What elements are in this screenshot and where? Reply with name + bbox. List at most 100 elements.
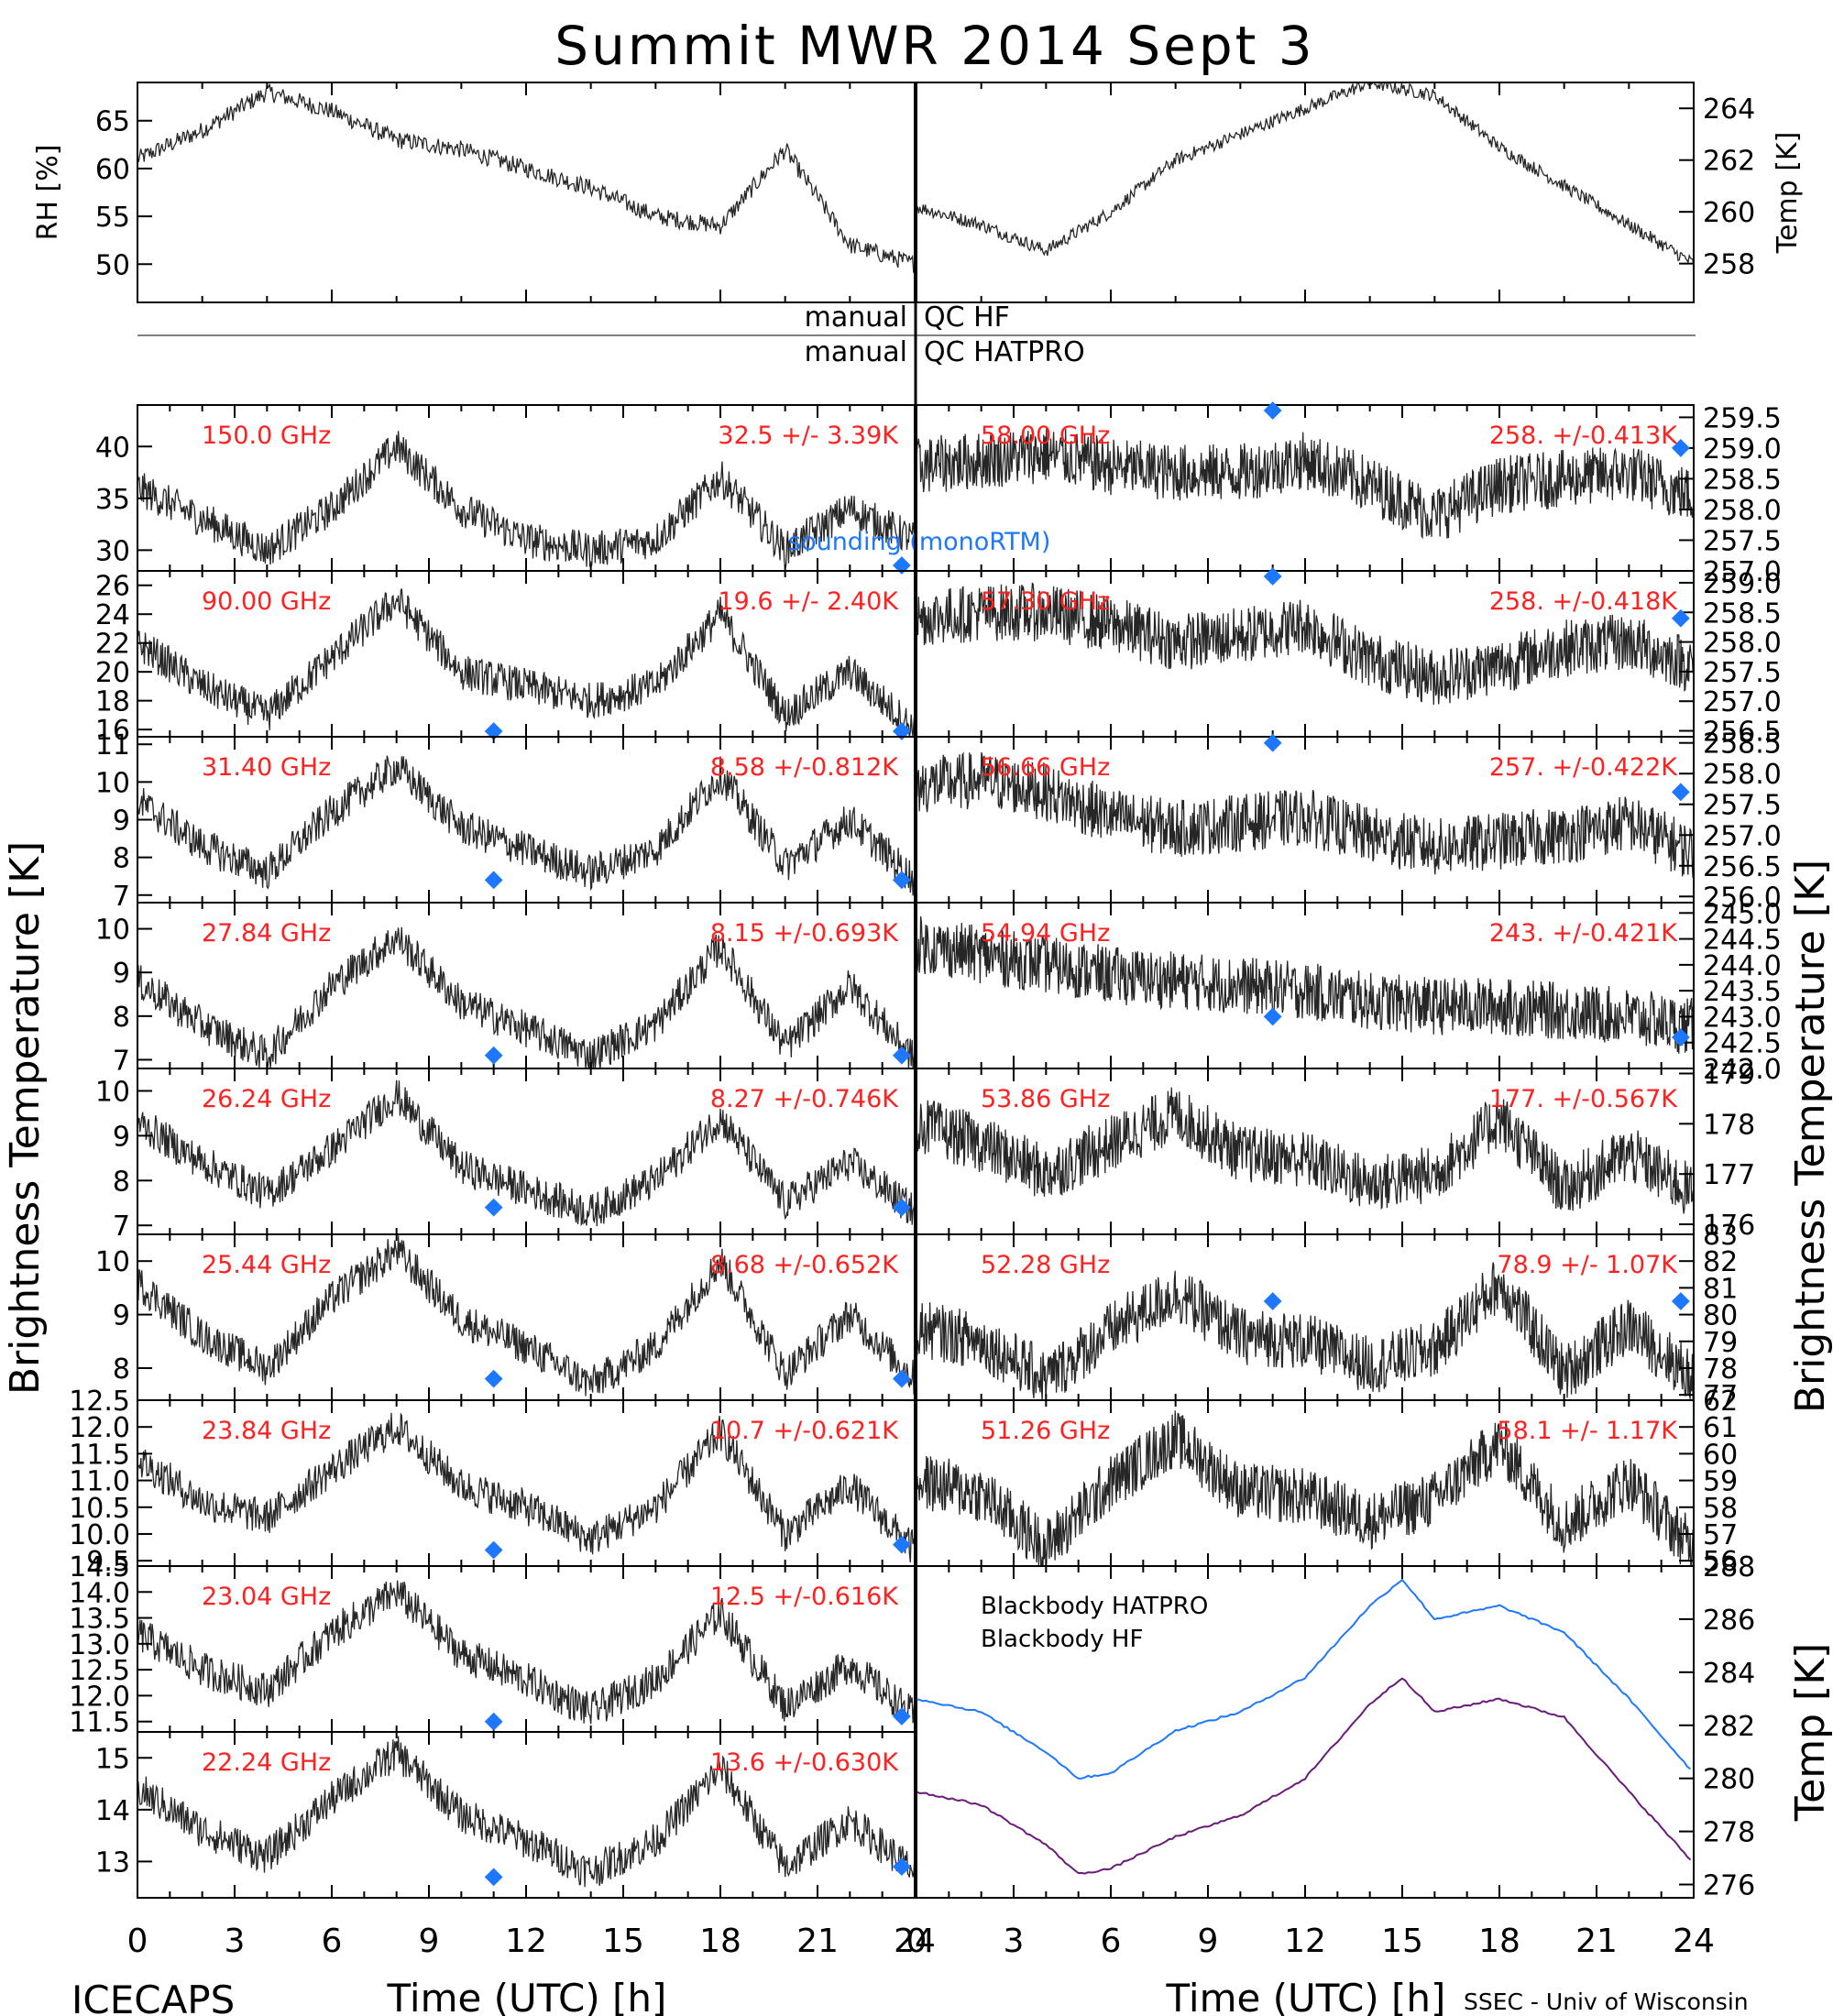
rh-ylabel: RH [%]	[32, 145, 64, 241]
trace-ch90	[137, 588, 916, 738]
y-tick-label: 18	[95, 686, 130, 718]
x-tick-label: 0	[906, 1923, 927, 1960]
panel-ch2304: 11.512.012.513.013.514.014.5 23.04 GHz 12.…	[69, 1551, 916, 1739]
sounding-marker	[1263, 1292, 1282, 1310]
y-tick-label: 8	[113, 1353, 130, 1386]
y-tick-label: 14.5	[69, 1551, 130, 1583]
channel-label: 150.0 GHz	[202, 422, 331, 450]
trace-ch5228	[916, 1262, 1695, 1401]
y-tick-label: 256.5	[1703, 851, 1782, 883]
legend-entry: Blackbody HATPRO	[981, 1593, 1208, 1620]
y-tick-label: 259.0	[1703, 433, 1782, 466]
sounding-marker	[484, 1046, 503, 1065]
sounding-marker	[892, 871, 911, 890]
x-tick-label: 0	[127, 1923, 148, 1960]
x-tick-label: 9	[419, 1923, 440, 1960]
x-tick-label: 9	[1198, 1923, 1219, 1960]
channel-stat: 8.15 +/-0.693K	[710, 919, 899, 948]
legend-entry: Blackbody HF	[981, 1626, 1143, 1653]
y-tick-label: 257.0	[1703, 556, 1782, 588]
y-tick-label: 179	[1703, 1058, 1755, 1090]
left-ylabel: Brightness Temperature [K]	[2, 841, 49, 1395]
x-tick-label: 18	[699, 1923, 741, 1960]
y-tick-label: 10	[95, 915, 130, 947]
channel-label: 52.28 GHz	[981, 1251, 1110, 1279]
y-tick-label: 288	[1703, 1551, 1755, 1583]
sounding-marker	[484, 1540, 503, 1560]
sounding-marker	[892, 556, 911, 575]
panel-ch5386: 176 177 178 179 53.86 GHz 177. +/-0.567K	[916, 1058, 1755, 1242]
series-line-blackbody-hatpro	[916, 1578, 1692, 1780]
x-tick-label: 3	[225, 1923, 246, 1960]
y-tick-label: 257.5	[1703, 657, 1782, 689]
channel-label: 56.66 GHz	[981, 753, 1110, 782]
y-tick-label: 20	[95, 657, 130, 689]
y-tick-label: 24	[95, 599, 130, 631]
y-tick-label: 9	[113, 805, 130, 838]
y-tick-label: 30	[95, 535, 130, 567]
y-tick-label: 22	[95, 629, 130, 661]
y-tick-label: 82	[1703, 1246, 1738, 1278]
y-tick-label: 244.0	[1703, 950, 1782, 982]
y-tick-label: 177	[1703, 1159, 1755, 1191]
sounding-marker	[1263, 567, 1282, 586]
y-tick-label: 259.0	[1703, 568, 1782, 600]
x-tick-label: 12	[505, 1923, 547, 1960]
panel-ch2784: 7 8 9 10 27.84 GHz 8.15 +/-0.693K	[95, 902, 916, 1077]
x-tick-label: 6	[322, 1923, 343, 1960]
panel-ch2384: 9.510.010.511.011.512.012.5 23.84 GHz 10.7…	[69, 1386, 916, 1578]
y-tick-label: 60	[95, 154, 130, 186]
sounding-marker	[484, 871, 503, 890]
y-tick-label: 9.5	[86, 1546, 130, 1578]
figure-title: Summit MWR 2014 Sept 3	[554, 15, 1314, 77]
y-tick-label: 258.0	[1703, 759, 1782, 791]
y-tick-label: 178	[1703, 1109, 1755, 1141]
channel-label: 58.00 GHz	[981, 422, 1110, 450]
x-tick-label: 24	[1673, 1923, 1715, 1960]
sounding-marker	[1671, 608, 1690, 628]
trace-ch2544	[137, 1235, 916, 1397]
y-tick-label: 13.5	[69, 1604, 130, 1636]
y-tick-label: 8	[113, 1166, 130, 1198]
xlabel-right: Time (UTC) [h]	[1166, 1976, 1446, 2016]
y-tick-label: 16	[95, 715, 130, 747]
y-tick-label: 278	[1703, 1817, 1755, 1849]
right-ylabel: Brightness Temperature [K]	[1787, 860, 1833, 1413]
x-tick-label: 21	[1575, 1923, 1618, 1960]
trace-ch5386	[916, 1087, 1695, 1214]
y-tick-label: 10	[95, 1076, 130, 1108]
y-tick-label: 257.0	[1703, 820, 1782, 852]
channel-label: 23.04 GHz	[202, 1583, 331, 1611]
footer-left: ICECAPS	[71, 1978, 235, 2016]
channel-label: 51.26 GHz	[981, 1417, 1110, 1445]
y-tick-label: 50	[95, 249, 130, 281]
y-tick-label: 257.5	[1703, 790, 1782, 822]
channel-stat: 8.27 +/-0.746K	[710, 1085, 899, 1113]
qc-row2-right: QC HATPRO	[924, 336, 1085, 368]
trace-rh	[137, 83, 916, 274]
trace-ch5666	[916, 751, 1695, 878]
channel-label: 57.30 GHz	[981, 587, 1110, 616]
y-tick-label: 12.0	[69, 1412, 130, 1444]
y-tick-label: 14.0	[69, 1577, 130, 1609]
y-tick-label: 9	[113, 1121, 130, 1153]
channel-label: 27.84 GHz	[202, 919, 331, 948]
y-tick-label: 60	[1703, 1439, 1738, 1471]
channel-stat: 32.5 +/- 3.39K	[718, 422, 899, 450]
y-tick-label: 258	[1703, 249, 1755, 281]
y-tick-label: 26	[95, 571, 130, 603]
channel-stat: 177. +/-0.567K	[1489, 1085, 1678, 1113]
x-tick-label: 15	[1381, 1923, 1423, 1960]
trace-ch5800	[916, 428, 1695, 540]
y-tick-label: 258.5	[1703, 597, 1782, 630]
footer-right: SSEC - Univ of Wisconsin	[1464, 1989, 1749, 2015]
y-tick-label: 7	[113, 881, 130, 913]
sounding-marker	[1263, 401, 1282, 420]
y-tick-label: 78	[1703, 1353, 1738, 1386]
y-tick-label: 10.0	[69, 1519, 130, 1551]
